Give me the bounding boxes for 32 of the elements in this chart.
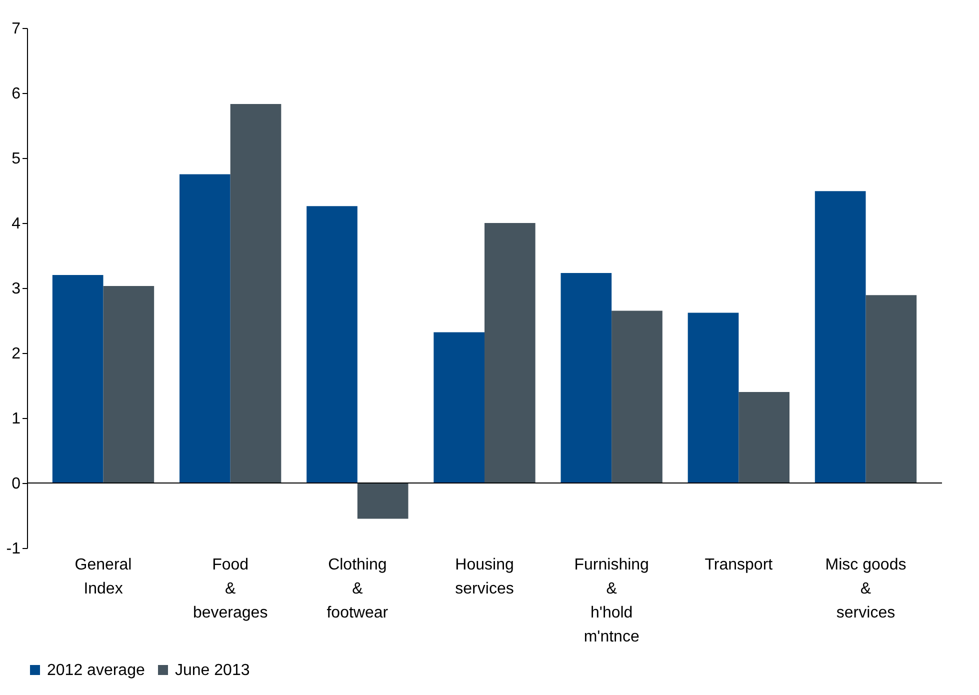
y-tick-label: 5: [12, 150, 21, 168]
bar: [738, 392, 790, 483]
bar: [230, 104, 282, 483]
bar: [612, 310, 662, 483]
y-tick-label: 2: [12, 346, 21, 362]
bar: [357, 483, 408, 519]
y-tick-label: -1: [6, 540, 21, 558]
legend-label: 2012 average: [47, 662, 145, 679]
bar: [560, 273, 612, 483]
bar: [866, 295, 917, 483]
x-tick-label: Transport: [704, 556, 774, 574]
bar: [434, 332, 484, 483]
x-tick-label: Housing services: [455, 556, 514, 598]
bar: [52, 275, 104, 483]
bar: [484, 223, 536, 483]
bar: [814, 191, 866, 483]
y-tick-label: 1: [12, 410, 21, 428]
x-tick-label: General Index: [74, 556, 132, 598]
bar: [180, 174, 230, 483]
legend-label: June 2013: [175, 662, 250, 679]
y-tick-label: 3: [12, 280, 21, 298]
y-tick-label: 6: [12, 86, 21, 102]
x-tick-label: Furnishing & h'hold m'ntnce: [574, 556, 649, 646]
bar: [306, 206, 358, 483]
x-tick-label: Misc goods & services: [825, 556, 906, 622]
bar: [688, 312, 739, 483]
x-tick-label: Clothing & footwear: [326, 556, 389, 622]
x-tick-label: Food & beverages: [192, 556, 268, 622]
bar: [103, 286, 154, 483]
y-tick-label: 4: [12, 216, 21, 232]
y-tick-label: 7: [12, 20, 21, 38]
y-tick-label: 0: [12, 476, 21, 492]
